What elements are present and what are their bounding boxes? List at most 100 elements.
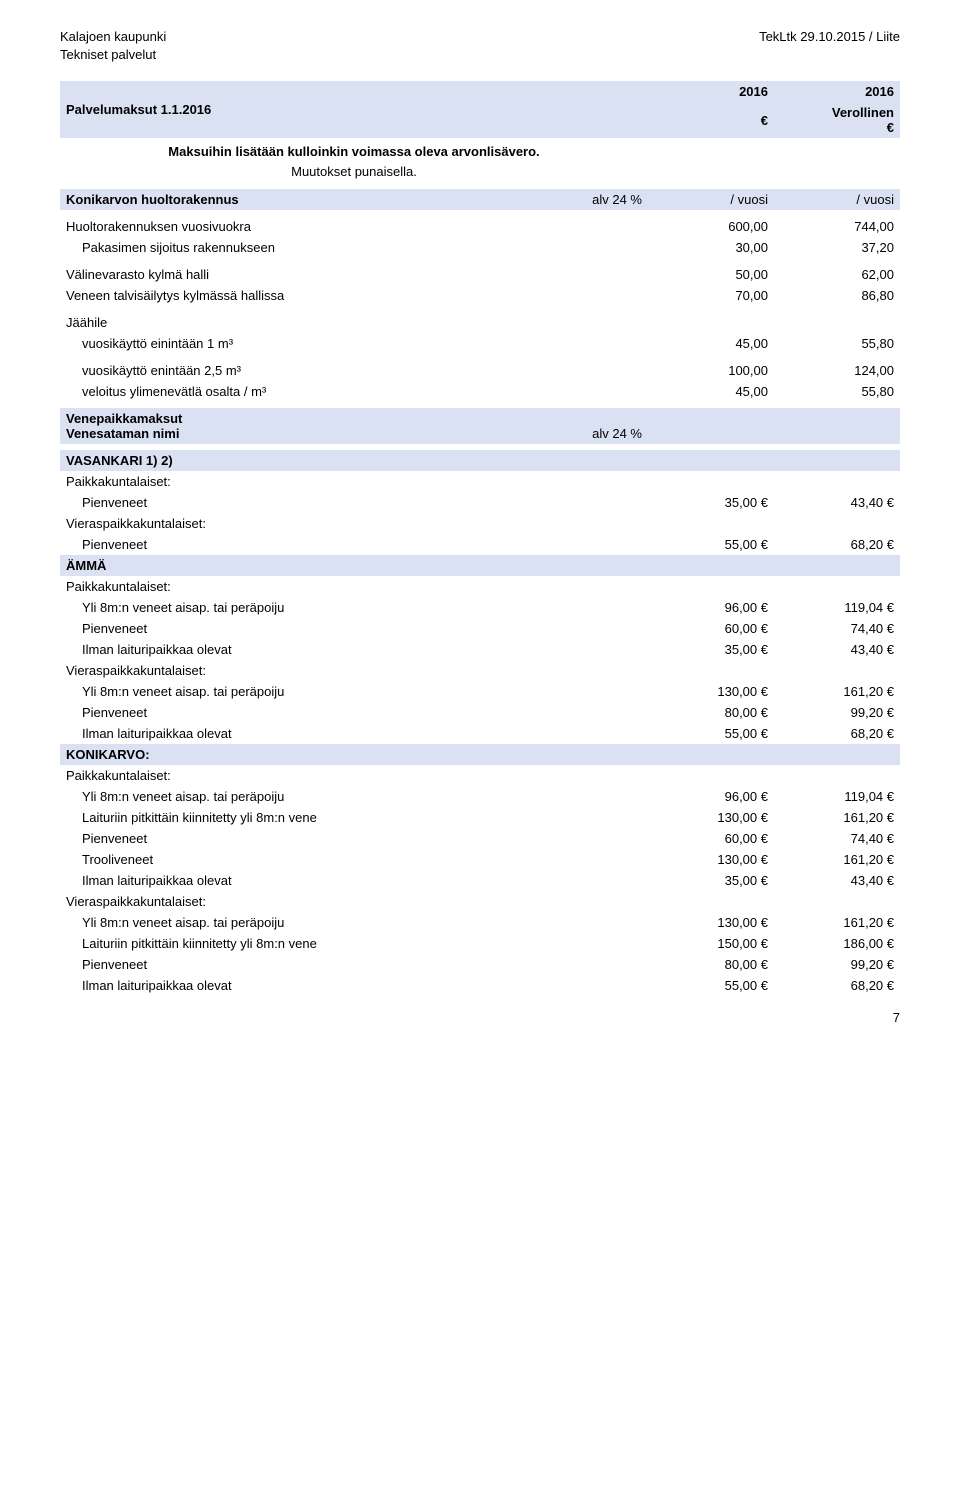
- unit-2: / vuosi: [774, 189, 900, 210]
- row-value-2: 43,40 €: [774, 492, 900, 513]
- row-value-2: 68,20 €: [774, 534, 900, 555]
- venesatama-sub: Venesataman nimi: [66, 426, 179, 441]
- row-value-2: 43,40 €: [774, 639, 900, 660]
- table-row: Pienveneet 35,00 € 43,40 €: [60, 492, 900, 513]
- row-value-2: 161,20 €: [774, 807, 900, 828]
- section-title: Konikarvon huoltorakennus: [60, 189, 505, 210]
- subtitle-row: Maksuihin lisätään kulloinkin voimassa o…: [60, 138, 900, 161]
- currency-1: €: [648, 102, 774, 138]
- table-row: Yli 8m:n veneet aisap. tai peräpoiju96,0…: [60, 597, 900, 618]
- paikkakuntalaiset-header: Paikkakuntalaiset:: [60, 765, 505, 786]
- row-value-1: 130,00 €: [648, 912, 774, 933]
- section-venepaikka: Venepaikkamaksut Venesataman nimi alv 24…: [60, 408, 900, 444]
- page-number: 7: [60, 1010, 900, 1025]
- row-value-1: 35,00 €: [648, 639, 774, 660]
- table-row: Välinevarasto kylmä halli 50,00 62,00: [60, 264, 900, 285]
- table-row: Yli 8m:n veneet aisap. tai peräpoiju96,0…: [60, 786, 900, 807]
- row-label: Yli 8m:n veneet aisap. tai peräpoiju: [60, 597, 505, 618]
- row-value-1: 35,00 €: [648, 870, 774, 891]
- row-value-1: 45,00: [648, 381, 774, 402]
- row-label: vuosikäyttö einintään 1 m³: [60, 333, 505, 354]
- paikkakuntalaiset-header: Paikkakuntalaiset:: [60, 471, 505, 492]
- table-row: Huoltorakennuksen vuosivuokra 600,00 744…: [60, 216, 900, 237]
- row-value-2: 744,00: [774, 216, 900, 237]
- table-row: vuosikäyttö einintään 1 m³ 45,00 55,80: [60, 333, 900, 354]
- row-label: Yli 8m:n veneet aisap. tai peräpoiju: [60, 681, 505, 702]
- row-value-1: 35,00 €: [648, 492, 774, 513]
- table-row: Jäähile: [60, 312, 900, 333]
- row-label: Pienveneet: [60, 954, 505, 975]
- unit-1: / vuosi: [648, 189, 774, 210]
- table-row: Pakasimen sijoitus rakennukseen 30,00 37…: [60, 237, 900, 258]
- section-konikarvo2: KONIKARVO:: [60, 744, 900, 765]
- subtitle-2: Muutokset punaisella.: [60, 161, 648, 189]
- org-line-1: Kalajoen kaupunki: [60, 28, 166, 46]
- subheader-row: Paikkakuntalaiset:: [60, 576, 900, 597]
- section-title: VASANKARI 1) 2): [60, 450, 900, 471]
- subtitle-1: Maksuihin lisätään kulloinkin voimassa o…: [60, 138, 648, 161]
- main-table: Palvelumaksut 1.1.2016 2016 2016 € Verol…: [60, 81, 900, 996]
- row-value-2: 43,40 €: [774, 870, 900, 891]
- alv-label: alv 24 %: [505, 408, 648, 444]
- table-row: Trooliveneet130,00 €161,20 €: [60, 849, 900, 870]
- subheader-row: Vieraspaikkakuntalaiset:: [60, 891, 900, 912]
- row-label: Pienveneet: [60, 702, 505, 723]
- section-title: KONIKARVO:: [60, 744, 900, 765]
- table-row: Ilman laituripaikkaa olevat 35,00 €43,40 …: [60, 870, 900, 891]
- row-value-1: 80,00 €: [648, 954, 774, 975]
- row-label: vuosikäyttö enintään 2,5 m³: [60, 360, 505, 381]
- row-value-2: 68,20 €: [774, 975, 900, 996]
- table-row: vuosikäyttö enintään 2,5 m³ 100,00 124,0…: [60, 360, 900, 381]
- section-title: Venepaikkamaksut Venesataman nimi: [60, 408, 505, 444]
- row-value-2: 55,80: [774, 333, 900, 354]
- row-value-2: 99,20 €: [774, 702, 900, 723]
- row-value-1: 80,00 €: [648, 702, 774, 723]
- row-value-1: 55,00 €: [648, 534, 774, 555]
- row-value-2: 55,80: [774, 381, 900, 402]
- row-value-1: 130,00 €: [648, 849, 774, 870]
- row-value-2: 86,80: [774, 285, 900, 306]
- subtitle-row-2: Muutokset punaisella.: [60, 161, 900, 189]
- row-value-1: 50,00: [648, 264, 774, 285]
- vieraspaikka-header: Vieraspaikkakuntalaiset:: [60, 891, 505, 912]
- row-label: Yli 8m:n veneet aisap. tai peräpoiju: [60, 912, 505, 933]
- row-label: Yli 8m:n veneet aisap. tai peräpoiju: [60, 786, 505, 807]
- row-label: Laituriin pitkittäin kiinnitetty yli 8m:…: [60, 807, 505, 828]
- alv-label: alv 24 %: [505, 189, 648, 210]
- row-value-2: 186,00 €: [774, 933, 900, 954]
- row-label: Pakasimen sijoitus rakennukseen: [60, 237, 505, 258]
- subheader-row: Vieraspaikkakuntalaiset:: [60, 513, 900, 534]
- row-value-2: 37,20: [774, 237, 900, 258]
- year-col-1: 2016: [648, 81, 774, 102]
- row-label: Ilman laituripaikkaa olevat: [60, 870, 505, 891]
- row-value-1: 55,00 €: [648, 723, 774, 744]
- table-row: Veneen talvisäilytys kylmässä hallissa 7…: [60, 285, 900, 306]
- table-row: Yli 8m:n veneet aisap. tai peräpoiju130,…: [60, 681, 900, 702]
- table-row: Ilman laituripaikkaa olevat 55,00 €68,20 …: [60, 723, 900, 744]
- row-value-2: 161,20 €: [774, 681, 900, 702]
- row-value-2: 62,00: [774, 264, 900, 285]
- row-label: Veneen talvisäilytys kylmässä hallissa: [60, 285, 505, 306]
- row-label: Pienveneet: [60, 828, 505, 849]
- section-title: ÄMMÄ: [60, 555, 900, 576]
- org-line-2: Tekniset palvelut: [60, 46, 166, 64]
- row-value-2: 68,20 €: [774, 723, 900, 744]
- verollinen-text: Verollinen: [832, 105, 894, 120]
- subheader-row: Vieraspaikkakuntalaiset:: [60, 660, 900, 681]
- table-row: veloitus ylimenevätlä osalta / m³ 45,00 …: [60, 381, 900, 402]
- vieraspaikka-header: Vieraspaikkakuntalaiset:: [60, 660, 505, 681]
- row-label: Ilman laituripaikkaa olevat: [60, 723, 505, 744]
- row-value-1: 100,00: [648, 360, 774, 381]
- row-value-1: 70,00: [648, 285, 774, 306]
- row-value-2: 119,04 €: [774, 597, 900, 618]
- doc-ref: TekLtk 29.10.2015 / Liite: [759, 28, 900, 63]
- row-value-1: 600,00: [648, 216, 774, 237]
- table-row: Pienveneet60,00 €74,40 €: [60, 828, 900, 849]
- row-value-1: 30,00: [648, 237, 774, 258]
- row-label: Jäähile: [60, 312, 505, 333]
- row-label: veloitus ylimenevätlä osalta / m³: [60, 381, 505, 402]
- row-value-2: 119,04 €: [774, 786, 900, 807]
- row-value-2: 161,20 €: [774, 849, 900, 870]
- section-amma: ÄMMÄ: [60, 555, 900, 576]
- row-value-2: 74,40 €: [774, 828, 900, 849]
